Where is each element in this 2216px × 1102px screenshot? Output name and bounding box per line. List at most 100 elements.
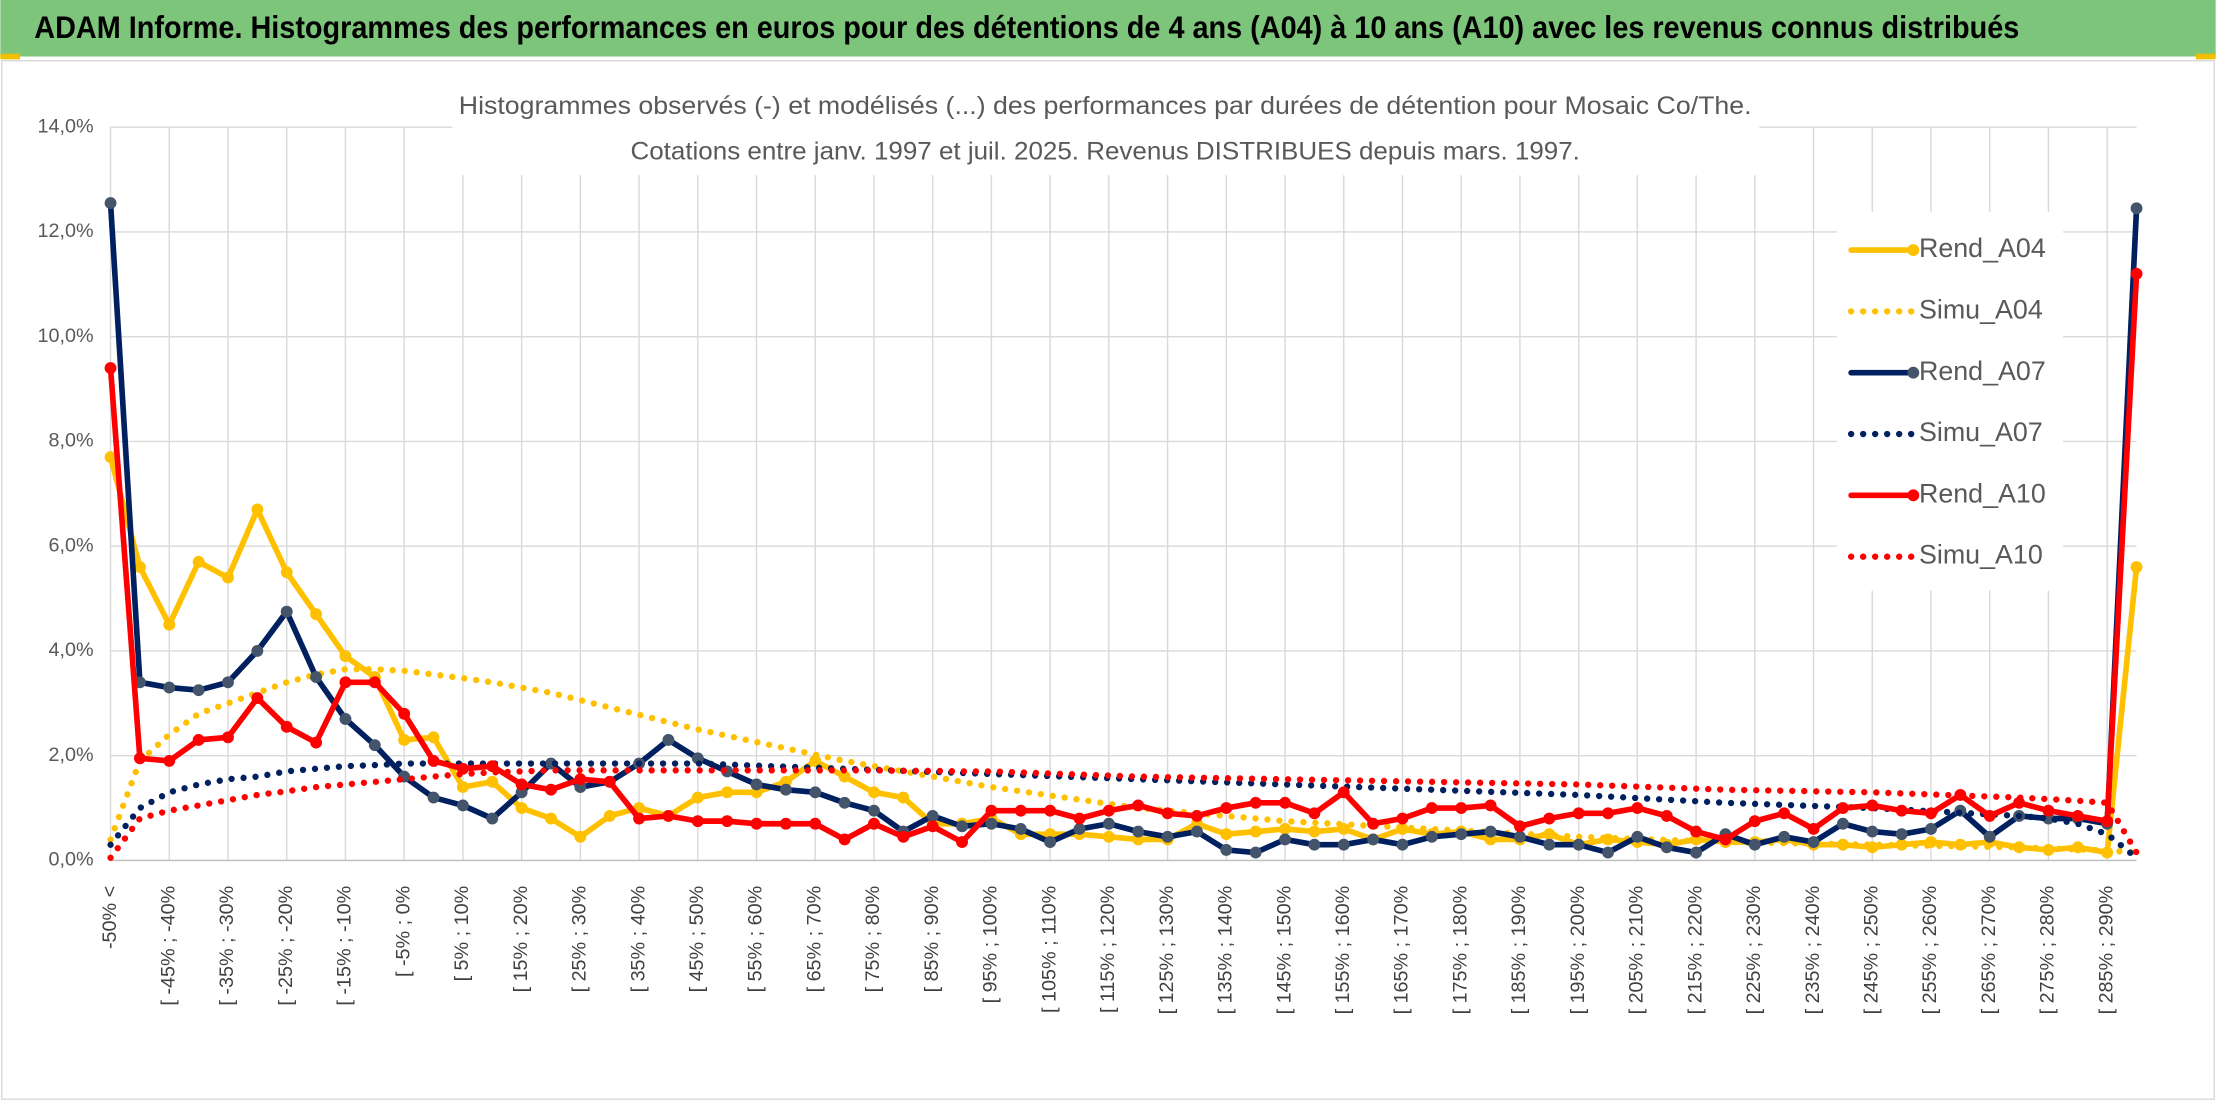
header-title: ADAM Informe. Histogrammes des performan…	[34, 10, 2019, 45]
point	[222, 676, 234, 689]
point	[1308, 838, 1321, 851]
point	[868, 804, 880, 817]
point	[545, 783, 557, 796]
point	[1191, 809, 1203, 822]
point	[280, 720, 293, 733]
point	[1778, 807, 1791, 820]
point	[1925, 823, 1937, 835]
point	[1425, 830, 1438, 843]
point	[750, 778, 763, 791]
point	[545, 812, 557, 825]
chart-frame	[1, 60, 2215, 1100]
point	[1308, 825, 1321, 838]
point	[2042, 804, 2055, 817]
x-tick-label: [ -5% ; 0%	[392, 886, 414, 977]
point	[985, 817, 998, 830]
point	[1513, 830, 1526, 843]
point	[1807, 823, 1820, 835]
point	[1367, 817, 1380, 830]
x-tick-label: [ 75% ; 80%	[862, 886, 884, 993]
x-tick-label: [ 135% ; 140%	[1215, 886, 1237, 1015]
x-tick-label: -50% <	[99, 886, 121, 949]
point	[163, 618, 176, 631]
point	[1455, 828, 1468, 841]
point	[192, 734, 205, 746]
y-tick-label: 12,0%	[38, 220, 94, 242]
y-tick-label: 0,0%	[49, 849, 94, 871]
y-tick-label: 4,0%	[49, 639, 94, 661]
x-tick-label: [ 145% ; 150%	[1273, 886, 1295, 1015]
point	[456, 799, 469, 812]
point	[1132, 799, 1145, 812]
x-tick-label: [ -15% ; -10%	[334, 886, 356, 1006]
point	[310, 608, 323, 621]
point	[251, 644, 264, 657]
point	[1543, 828, 1556, 841]
header-bar	[0, 0, 2216, 57]
point	[1690, 846, 1703, 859]
point	[1279, 823, 1291, 835]
point	[1807, 836, 1820, 849]
point	[1220, 828, 1233, 841]
x-tick-label: [ 35% ; 40%	[627, 886, 649, 993]
point	[691, 791, 704, 804]
point	[310, 736, 323, 749]
point	[1602, 807, 1614, 820]
x-tick-label: [ 245% ; 250%	[1860, 886, 1882, 1015]
point	[339, 676, 352, 689]
point	[192, 555, 205, 568]
point	[163, 754, 176, 767]
point	[1836, 802, 1849, 814]
point	[486, 812, 499, 825]
point	[104, 197, 117, 210]
point	[427, 754, 440, 767]
point	[926, 809, 939, 822]
x-tick-label: [ 65% ; 70%	[803, 886, 825, 993]
point	[1631, 830, 1644, 843]
point	[574, 773, 587, 786]
point	[1748, 838, 1761, 851]
point	[1983, 830, 1996, 843]
point	[1572, 838, 1585, 851]
point	[662, 809, 675, 822]
point	[368, 739, 381, 752]
x-tick-label: [ 55% ; 60%	[745, 886, 767, 993]
point	[251, 503, 264, 516]
point	[779, 817, 792, 830]
point	[133, 561, 146, 574]
point	[1249, 825, 1262, 838]
point	[310, 671, 323, 684]
legend-marker	[1907, 489, 1920, 502]
y-tick-label: 2,0%	[49, 744, 94, 766]
point	[1866, 825, 1879, 838]
point	[104, 451, 117, 464]
point	[1249, 796, 1262, 809]
chart-title: Histogrammes observés (-) et modélisés (…	[459, 92, 1752, 120]
point	[398, 734, 411, 746]
point	[486, 760, 499, 773]
x-tick-label: [ 95% ; 100%	[980, 886, 1002, 1004]
point	[838, 770, 851, 783]
observed-line	[107, 454, 2140, 856]
point	[750, 817, 763, 830]
point	[1690, 825, 1703, 838]
point	[1337, 786, 1350, 799]
point	[222, 731, 234, 744]
point	[1660, 841, 1673, 854]
point	[838, 796, 851, 809]
legend: Rend_A04 Simu_A04 Rend_A07 Simu_A07 Rend_A10…	[1837, 211, 2064, 591]
point	[603, 809, 616, 822]
point	[486, 775, 499, 788]
point	[1044, 836, 1057, 849]
point	[985, 804, 998, 817]
x-tick-label: [ 215% ; 220%	[1684, 886, 1706, 1015]
point	[339, 650, 352, 663]
point	[721, 815, 734, 828]
point	[574, 830, 587, 843]
x-tick-label: [ 115% ; 120%	[1097, 886, 1119, 1013]
x-tick-label: [ 85% ; 90%	[921, 886, 943, 993]
x-tick-label: [ 185% ; 190%	[1508, 886, 1530, 1015]
y-tick-label: 10,0%	[38, 325, 94, 347]
x-tick-label: [ 5% ; 10%	[451, 886, 473, 982]
point	[1748, 815, 1761, 828]
